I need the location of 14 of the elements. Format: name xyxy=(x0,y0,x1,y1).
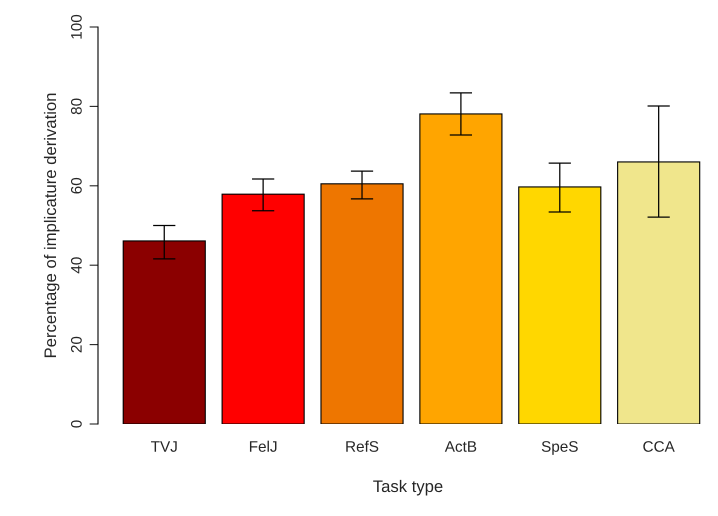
y-axis-title: Percentage of implicature derivation xyxy=(44,94,60,358)
y-tick-label: 40 xyxy=(70,257,82,274)
y-tick-label: 60 xyxy=(70,178,82,194)
x-tick-label: RefS xyxy=(346,440,378,452)
y-tick-label: 80 xyxy=(70,98,82,114)
x-axis-title: Task type xyxy=(373,480,442,496)
y-tick-label: 0 xyxy=(70,420,82,428)
y-tick-label: 100 xyxy=(70,14,82,39)
x-tick-label: FelJ xyxy=(250,440,276,452)
x-tick-label: ActB xyxy=(444,441,476,452)
x-tick-label: TVJ xyxy=(151,441,177,452)
x-tick-label: CCA xyxy=(643,441,675,452)
x-tick-label: SpeS xyxy=(542,441,578,455)
y-tick-label: 20 xyxy=(70,336,82,352)
